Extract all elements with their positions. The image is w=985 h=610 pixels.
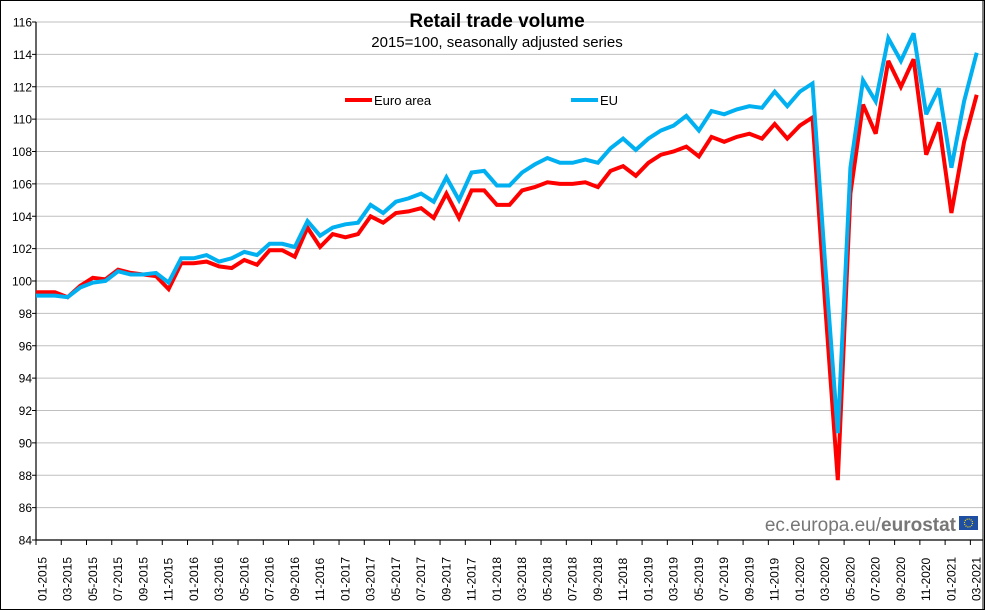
x-tick-label: 03-2018 [515,557,529,601]
y-tick-label: 116 [13,16,32,30]
x-tick-label: 09-2018 [591,557,605,601]
y-tick-label: 88 [19,469,33,483]
x-tick-label: 09-2020 [894,557,908,601]
y-tick-label: 112 [13,80,32,94]
y-tick-label: 90 [19,436,33,450]
x-tick-label: 01-2015 [35,557,49,601]
x-tick-label: 05-2016 [237,557,251,601]
x-tick-label: 05-2018 [540,557,554,601]
x-tick-label: 05-2017 [389,557,403,601]
watermark-brand: eurostat [881,515,957,536]
watermark-site: ec.europa.eu/ [765,515,882,536]
legend-label-euro-area: Euro area [374,93,432,108]
x-tick-label: 11-2016 [313,558,327,601]
x-tick-label: 07-2020 [869,557,883,601]
x-tick-label: 01-2019 [641,557,655,601]
x-tick-label: 11-2017 [465,558,479,601]
y-tick-label: 114 [13,48,32,62]
series-line-eu [36,32,979,434]
x-tick-label: 11-2020 [919,558,933,601]
y-tick-label: 108 [12,145,32,159]
x-tick-label: 05-2020 [843,557,857,601]
x-tick-label: 11-2019 [768,558,782,601]
chart-title: Retail trade volume [409,11,584,32]
x-tick-label: 01-2016 [187,557,201,601]
x-tick-label: 03-2020 [818,557,832,601]
x-tick-label: 03-2021 [970,557,984,601]
y-tick-label: 100 [12,275,32,289]
x-tick-label: 03-2016 [212,557,226,601]
y-tick-label: 102 [12,242,32,256]
y-tick-label: 92 [19,404,33,418]
y-tick-label: 84 [19,534,33,548]
eu-flag-icon [959,516,978,530]
x-tick-label: 07-2018 [566,557,580,601]
x-tick-label: 11-2018 [616,558,630,601]
chart-subtitle: 2015=100, seasonally adjusted series [371,34,622,51]
series-lines [36,32,979,481]
y-tick-label: 106 [12,177,32,191]
x-tick-label: 01-2020 [793,557,807,601]
legend: Euro area EU [345,93,618,108]
series-line-euro-area [36,58,979,481]
x-tick-label: 03-2019 [667,557,681,601]
x-tick-label: 03-2015 [61,557,75,601]
x-tick-label: 05-2019 [692,557,706,601]
y-tick-label: 110 [13,113,32,127]
y-axis-ticks: 84 86 88 90 92 94 96 98 100 102 104 106 108 110 112 114… [12,16,36,548]
x-tick-label: 03-2017 [364,557,378,601]
y-tick-label: 94 [19,372,33,386]
x-tick-label: 11-2015 [162,558,176,601]
x-tick-label: 07-2019 [717,557,731,601]
x-tick-label: 09-2017 [439,557,453,601]
x-axis-ticks: 01-2015 03-2015 05-2015 07-2015 09-2015 11-20… [35,540,984,601]
y-tick-label: 86 [19,501,33,515]
y-tick-label: 98 [19,307,33,321]
x-tick-label: 01-2021 [944,557,958,601]
x-tick-label: 07-2016 [263,557,277,601]
x-tick-label: 09-2016 [288,557,302,601]
x-tick-label: 09-2015 [136,557,150,601]
gridlines [36,21,983,509]
x-tick-label: 01-2017 [338,557,352,601]
x-tick-label: 05-2015 [86,557,100,601]
y-tick-label: 104 [12,210,32,224]
x-tick-label: 07-2015 [111,557,125,601]
x-tick-label: 07-2017 [414,557,428,601]
legend-label-eu: EU [600,93,618,108]
x-tick-label: 09-2019 [742,557,756,601]
watermark: ec.europa.eu/eurostat [765,515,978,536]
watermark-text: ec.europa.eu/eurostat [765,515,957,536]
x-tick-label: 01-2018 [490,557,504,601]
y-tick-label: 96 [19,339,33,353]
